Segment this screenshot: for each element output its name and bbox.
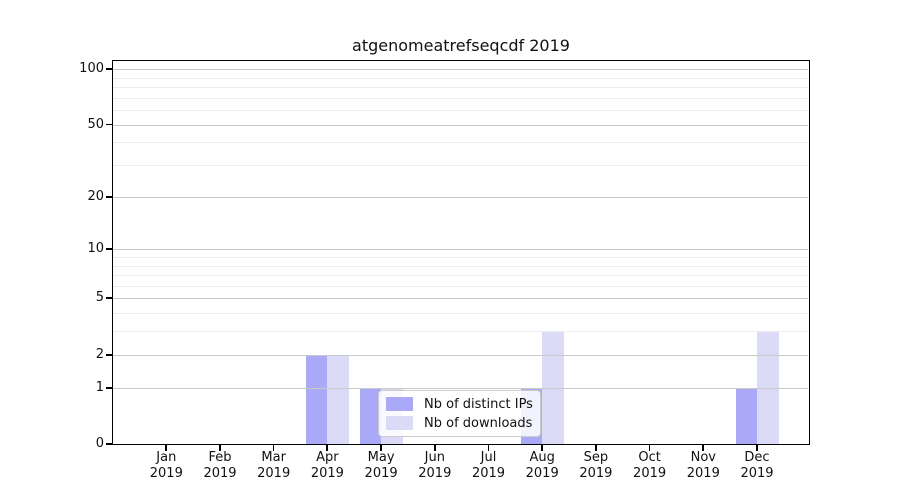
gridline-major — [113, 354, 808, 356]
bar-nb-of-downloads-dec-2019 — [757, 331, 779, 444]
y-tick-label: 10 — [87, 241, 104, 257]
bar-nb-of-distinct-ips-apr-2019 — [305, 354, 328, 444]
y-tick-mark — [106, 297, 112, 300]
y-tick-label: 0 — [95, 436, 104, 451]
x-tick-label: Sep 2019 — [579, 450, 613, 481]
x-tick-mark — [594, 445, 597, 451]
legend: Nb of distinct IPs Nb of downloads — [378, 390, 541, 437]
y-tick-label: 50 — [87, 116, 104, 132]
x-tick-mark — [165, 445, 168, 451]
chart-title: atgenomeatrefseqcdf 2019 — [352, 36, 570, 55]
bar-nb-of-downloads-apr-2019 — [327, 354, 349, 444]
y-tick-mark — [106, 248, 112, 251]
x-tick-mark — [702, 445, 705, 451]
bar-nb-of-distinct-ips-dec-2019 — [735, 387, 757, 444]
gridline-minor — [113, 313, 808, 315]
gridline-minor — [113, 165, 808, 167]
gridline-minor — [113, 265, 808, 267]
x-tick-label: Nov 2019 — [686, 450, 720, 481]
y-tick-mark — [106, 386, 112, 389]
y-tick-mark — [106, 443, 112, 445]
gridline-minor — [113, 275, 808, 277]
gridline-major — [113, 196, 808, 198]
gridline-major — [113, 69, 808, 71]
x-tick-mark — [326, 445, 329, 451]
gridline-minor — [113, 331, 808, 333]
bar-nb-of-downloads-aug-2019 — [542, 331, 564, 444]
y-tick-label: 20 — [87, 188, 104, 204]
x-tick-mark — [272, 445, 275, 451]
x-tick-label: Mar 2019 — [257, 450, 291, 481]
x-tick-mark — [433, 445, 436, 451]
y-tick-label: 5 — [95, 290, 104, 306]
y-tick-mark — [106, 353, 112, 356]
x-tick-label: Apr 2019 — [310, 450, 344, 481]
y-tick-label: 2 — [95, 346, 104, 362]
x-tick-label: Aug 2019 — [525, 450, 559, 481]
legend-swatch-downloads — [386, 416, 413, 430]
gridline-minor — [113, 77, 808, 79]
bar-nb-of-distinct-ips-may-2019 — [359, 387, 382, 444]
gridline-minor — [113, 285, 808, 287]
gridline-minor — [113, 87, 808, 89]
gridline-minor — [113, 110, 808, 112]
x-tick-label: Dec 2019 — [740, 450, 774, 481]
y-tick-label: 100 — [79, 61, 104, 77]
legend-label-distinct-ips: Nb of distinct IPs — [424, 396, 533, 412]
y-tick-mark — [106, 68, 112, 70]
gridline-minor — [113, 257, 808, 258]
legend-item-downloads: Nb of downloads — [386, 416, 532, 431]
gridline-major — [113, 298, 808, 300]
x-tick-label: Oct 2019 — [633, 450, 667, 481]
x-tick-label: May 2019 — [364, 450, 398, 481]
x-tick-label: Jun 2019 — [418, 450, 452, 481]
x-tick-mark — [487, 445, 490, 451]
gridline-minor — [113, 97, 808, 99]
legend-item-distinct-ips: Nb of distinct IPs — [386, 396, 533, 412]
x-tick-label: Jan 2019 — [149, 450, 183, 481]
x-tick-mark — [648, 445, 651, 451]
x-tick-label: Jul 2019 — [471, 450, 506, 481]
y-tick-mark — [106, 123, 112, 126]
x-tick-mark — [756, 445, 758, 451]
legend-swatch-distinct-ips — [386, 397, 413, 411]
gridline-major — [113, 249, 808, 251]
y-tick-label: 1 — [95, 379, 104, 395]
x-tick-mark — [380, 445, 382, 451]
legend-label-downloads: Nb of downloads — [424, 415, 533, 431]
x-tick-mark — [219, 445, 221, 451]
gridline-major — [113, 124, 808, 126]
gridline-minor — [113, 142, 808, 144]
gridline-major — [113, 387, 808, 389]
x-tick-label: Feb 2019 — [203, 450, 237, 481]
x-tick-mark — [541, 445, 543, 451]
y-tick-mark — [106, 195, 112, 198]
